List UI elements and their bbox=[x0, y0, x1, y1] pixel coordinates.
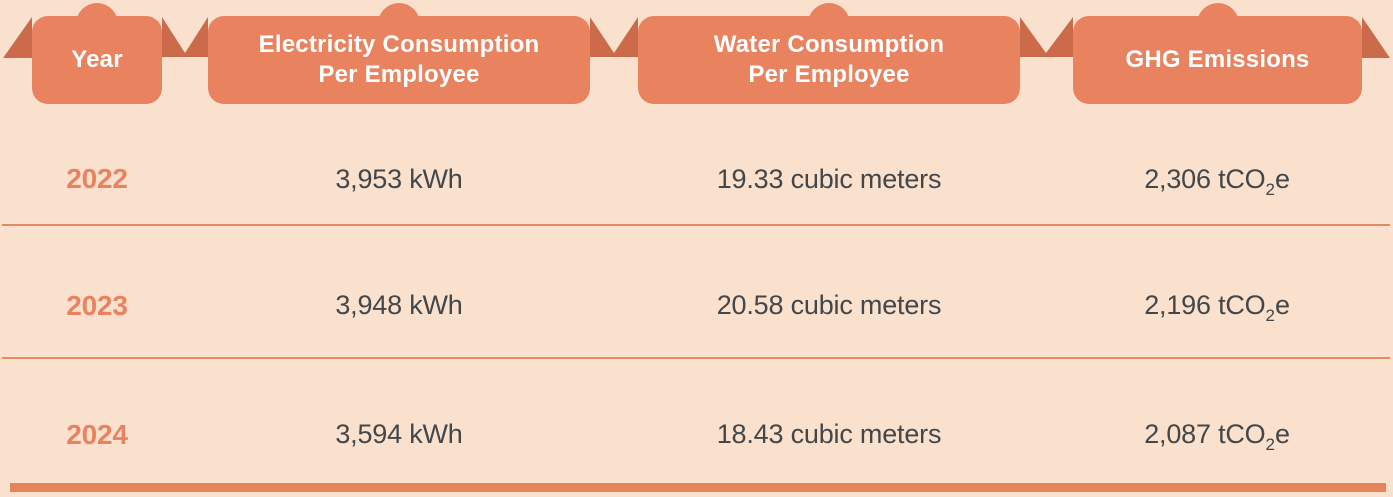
ghg-cell: 2,087 tCO2e bbox=[1054, 419, 1380, 454]
ghg-value: 2,306 tCO bbox=[1144, 163, 1266, 194]
header-line-1: Water Consumption bbox=[713, 31, 945, 58]
bottom-accent-bar bbox=[10, 483, 1386, 492]
header-tab bbox=[76, 3, 118, 45]
ribbon-fold-gap-1-icon bbox=[162, 17, 208, 57]
row-divider bbox=[2, 224, 1390, 226]
header-tab bbox=[378, 3, 420, 45]
column-header-label: Water Consumption Per Employee bbox=[714, 30, 945, 90]
year-cell: 2024 bbox=[66, 418, 128, 450]
column-header-electricity: Electricity Consumption Per Employee bbox=[208, 3, 590, 104]
ghg-subscript: 2 bbox=[1265, 435, 1275, 454]
water-cell: 19.33 cubic meters bbox=[716, 163, 942, 194]
table-row-2022: 2022 3,953 kWh 19.33 cubic meters 2,306 … bbox=[0, 107, 1393, 225]
column-header-year: Year bbox=[32, 3, 162, 104]
water-cell: 18.43 cubic meters bbox=[716, 419, 942, 449]
row-divider bbox=[2, 357, 1390, 359]
ghg-subscript: 2 bbox=[1265, 179, 1275, 199]
ribbon-fold-gap-3-icon bbox=[1020, 17, 1073, 57]
ghg-cell: 2,196 tCO2e bbox=[1054, 290, 1380, 325]
column-header-label: GHG Emissions bbox=[1125, 46, 1310, 73]
header-line-1: Electricity Consumption bbox=[258, 31, 540, 58]
ghg-suffix: e bbox=[1274, 163, 1290, 194]
header-tab bbox=[1196, 3, 1239, 45]
water-cell: 20.58 cubic meters bbox=[716, 290, 942, 320]
ribbon-fold-left-end-icon bbox=[3, 17, 32, 58]
ghg-value: 2,087 tCO bbox=[1144, 419, 1266, 449]
column-header-label: Electricity Consumption Per Employee bbox=[259, 30, 540, 90]
ghg-suffix: e bbox=[1274, 290, 1290, 320]
header-line-2: Per Employee bbox=[748, 61, 910, 88]
electricity-cell: 3,948 kWh bbox=[335, 290, 463, 320]
header-tab bbox=[808, 3, 850, 45]
column-header-ghg: GHG Emissions bbox=[1073, 3, 1362, 104]
ghg-value: 2,196 tCO bbox=[1144, 290, 1266, 320]
year-cell: 2023 bbox=[66, 289, 128, 321]
year-cell: 2022 bbox=[66, 163, 128, 194]
table-row-2024: 2024 3,594 kWh 18.43 cubic meters 2,087 … bbox=[0, 360, 1393, 483]
ghg-subscript: 2 bbox=[1265, 306, 1275, 325]
ghg-cell: 2,306 tCO2e bbox=[1054, 163, 1380, 199]
ribbon-fold-right-end-icon bbox=[1362, 17, 1390, 58]
column-header-water: Water Consumption Per Employee bbox=[638, 3, 1020, 104]
ghg-suffix: e bbox=[1274, 419, 1290, 449]
ribbon-fold-gap-2-icon bbox=[590, 17, 638, 57]
table-row-2023: 2023 3,948 kWh 20.58 cubic meters 2,196 … bbox=[0, 227, 1393, 358]
column-header-label: Year bbox=[71, 46, 123, 73]
electricity-cell: 3,953 kWh bbox=[335, 163, 463, 194]
header-line-2: Per Employee bbox=[318, 61, 480, 88]
electricity-cell: 3,594 kWh bbox=[335, 419, 463, 449]
